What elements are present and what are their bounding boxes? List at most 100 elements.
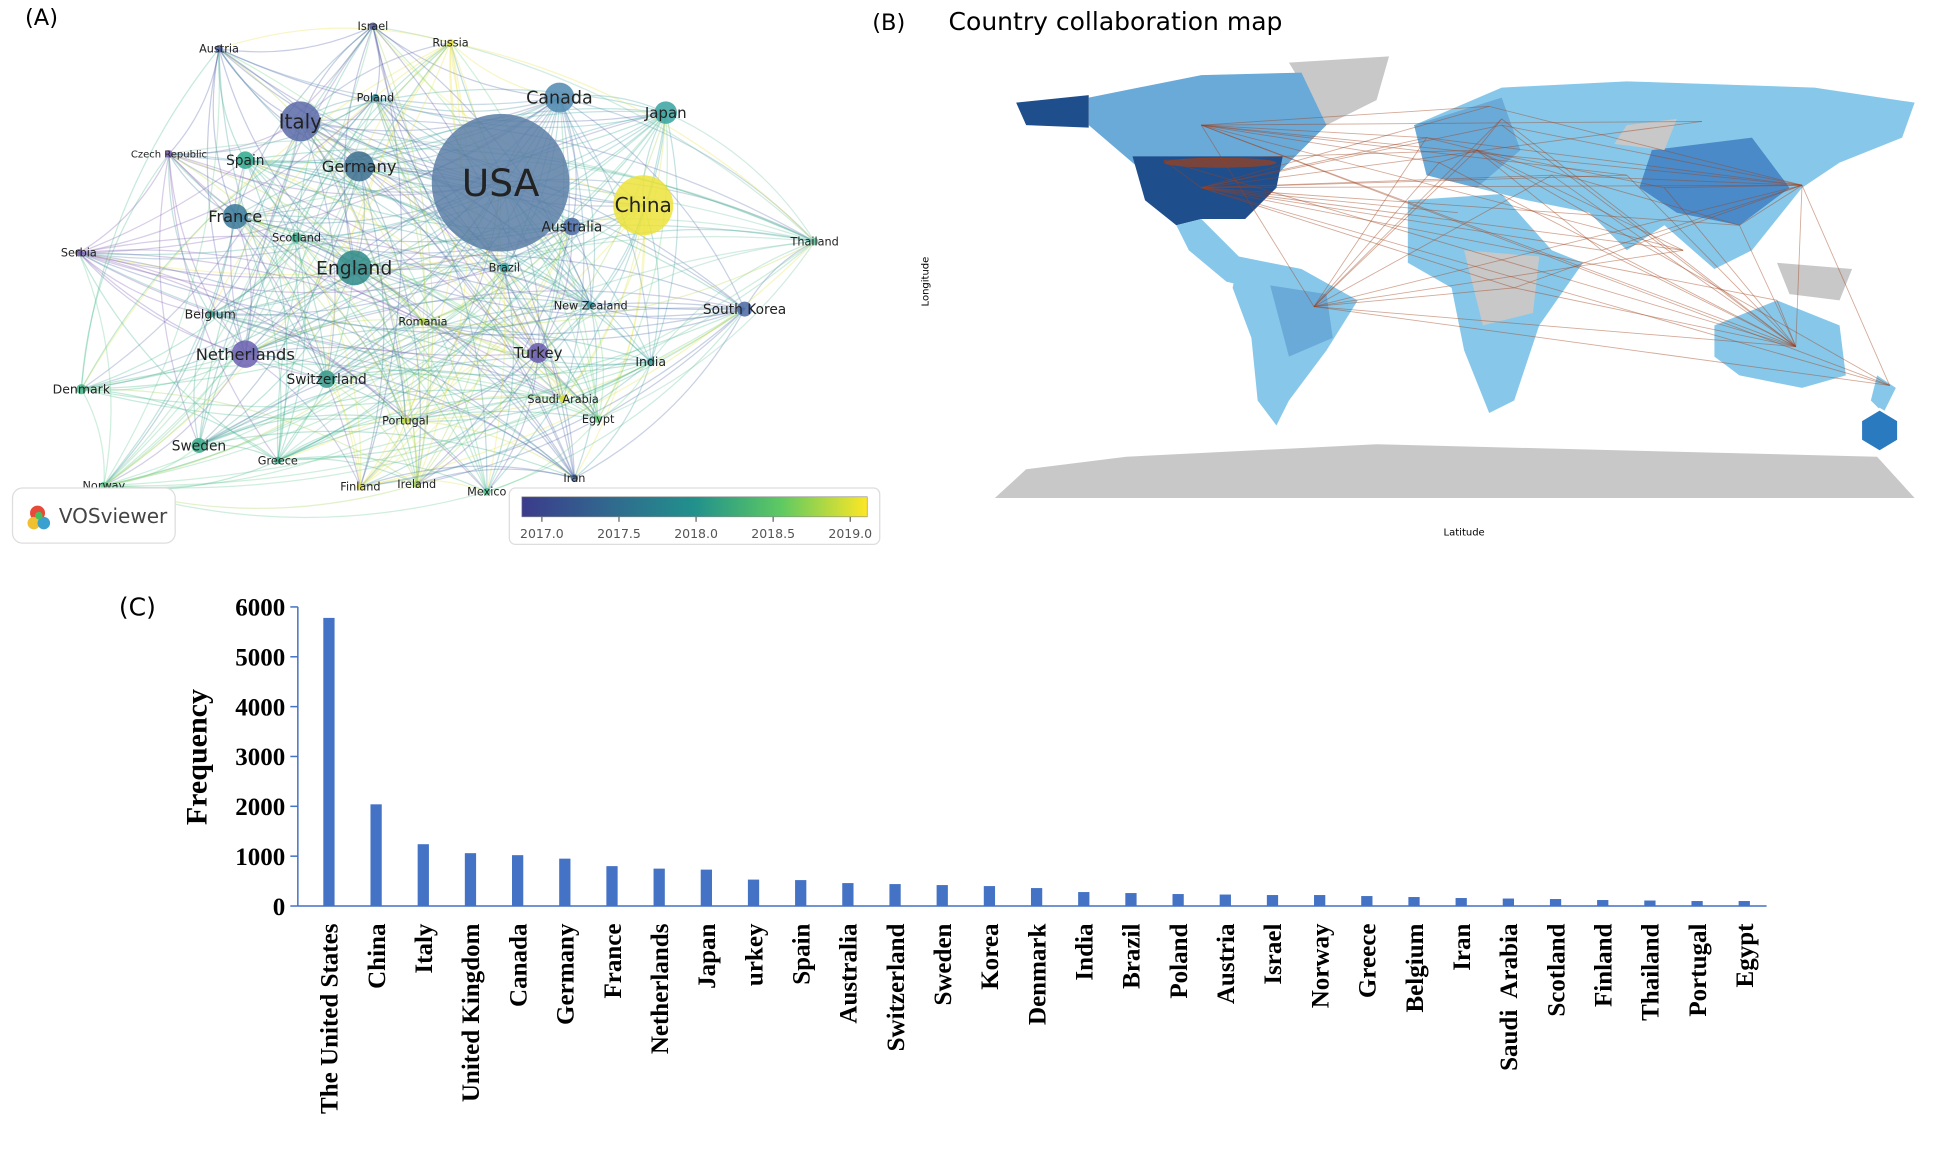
edge [372,26,381,98]
collab-link [1200,124,1315,307]
node-label: China [615,193,672,217]
edge [422,321,539,354]
edge [80,41,451,390]
collab-link [1739,225,1797,347]
edge [235,204,644,243]
edge [573,361,652,479]
edge [81,388,418,485]
node [75,249,83,257]
edge [650,112,679,362]
node [356,483,365,491]
country [1464,250,1540,326]
edge [217,48,246,161]
node-label: Saudi Arabia [527,393,598,406]
edge [416,42,470,485]
x-tick-label: Germany [553,923,580,1025]
edge [103,216,236,486]
bar [1078,892,1090,907]
edge [486,352,539,493]
node-label: Denmark [53,382,111,397]
edge [234,216,328,380]
x-tick-label: Austria [1213,923,1240,1004]
node-label: Sweden [172,438,226,454]
node-label: Netherlands [196,345,295,364]
country [1776,262,1853,301]
edge [103,353,246,487]
x-tick-label: Finland [1590,923,1617,1007]
edge [354,204,644,271]
colorbar-tick-label: 2017.0 [520,526,564,541]
edge [81,388,279,462]
edge [198,42,451,446]
collab-link [1313,137,1427,307]
country [1288,56,1390,126]
edge [168,48,220,155]
edge [218,48,355,269]
edge [486,112,667,493]
edge [198,389,564,447]
edge [234,216,282,461]
collab-link [1313,249,1684,308]
edge [422,240,815,326]
edge [234,216,252,355]
colorbar-tick-label: 2018.5 [751,526,795,541]
node [528,342,549,363]
node-label: Serbia [61,247,97,260]
collab-link [1438,149,1477,164]
scene: USA China Canada Italy Germany England France N… [11,5,1915,1114]
collab-link [1476,149,1890,386]
edge [422,267,505,323]
edge [244,97,376,355]
edge [78,112,667,256]
node [371,93,380,102]
node [206,310,214,318]
edge [244,267,505,355]
edge [486,267,515,493]
edge [235,215,599,420]
edge [234,110,666,218]
edge [81,267,355,390]
edge [198,356,651,447]
y-tick-label: 1000 [235,844,285,871]
edge [78,252,505,294]
edge [574,308,746,479]
edge [277,204,644,462]
edge [80,121,301,390]
edge [78,252,327,380]
y-tick-label: 3000 [235,744,285,771]
node-label: France [208,207,262,226]
panel-label: (B) [872,10,905,36]
edge [198,444,279,462]
edge [244,353,361,488]
edge [353,267,599,420]
bar [1691,901,1703,907]
bar [936,885,948,907]
node-label: Canada [526,89,593,109]
edge [296,237,418,485]
collab-link [1664,187,1797,347]
edge [277,267,505,462]
node [586,301,595,310]
node [594,415,602,423]
edge [244,318,424,355]
node [544,82,575,113]
collab-link [1201,124,1796,348]
edge [590,304,745,320]
edge [245,297,591,355]
edge [744,240,815,310]
edge [360,267,505,488]
node [419,317,427,326]
bar [889,884,901,907]
edge [573,305,598,479]
node [570,474,579,482]
node-label: Mexico [467,486,506,499]
edge [103,26,374,487]
country [994,444,1915,499]
edge [416,226,573,485]
edge [372,26,434,485]
collab-link [1313,174,1552,307]
collab-link [1201,120,1702,189]
edge [597,361,652,420]
collab-link [1201,124,1684,251]
